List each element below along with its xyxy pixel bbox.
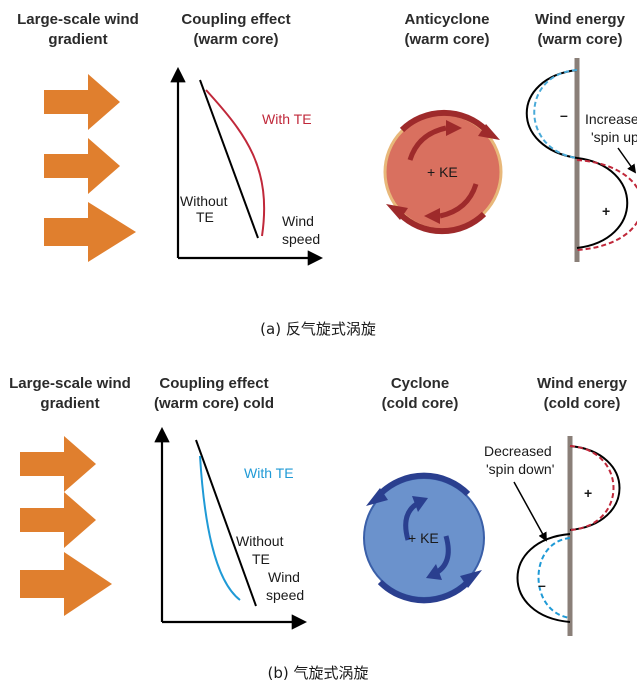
- a-wind-gradient-arrows: [44, 74, 136, 262]
- a-inner-rot-1: [407, 125, 447, 161]
- b-wind-gradient-arrows: [20, 436, 112, 616]
- a-note-2: 'spin up': [591, 129, 637, 145]
- a-outer-rot-bottom-head: [386, 204, 408, 220]
- a-without-te-label-1: Without: [180, 193, 228, 209]
- a-col3-title-1: Anticyclone: [404, 11, 489, 28]
- a-without-te-line: [199, 79, 259, 239]
- b-col1-title-1: Large-scale wind: [9, 375, 131, 392]
- b-without-te-label-1: Without: [236, 533, 284, 549]
- b-without-te-line: [195, 439, 257, 607]
- b-cyclone: + KE: [363, 472, 485, 604]
- a-anticyclone: + KE: [383, 109, 503, 235]
- a-minus-sign: –: [560, 107, 568, 123]
- b-energy-top-dashed: [569, 445, 615, 531]
- b-col1-title-2: gradient: [40, 395, 99, 412]
- b-caption: (b) 气旋式涡旋: [268, 664, 369, 682]
- b-energy-bottom-solid: [516, 533, 571, 623]
- b-ke-label: + KE: [408, 530, 439, 546]
- b-wind-arrow-1: [20, 436, 96, 492]
- a-outer-rot-top-head: [478, 124, 500, 140]
- a-outer-rot-bottom: [397, 211, 487, 235]
- a-caption: (a) 反气旋式涡旋: [260, 320, 376, 338]
- a-inner-rot-2-head: [424, 208, 440, 224]
- b-outer-rot-bottom: [377, 579, 471, 604]
- panel-a: Large-scale wind gradient Coupling effec…: [17, 11, 637, 338]
- a-energy-top-dashed: [533, 69, 578, 159]
- a-note-1: Increased: [585, 111, 637, 127]
- b-wind-energy: + – Decreased 'spin down': [484, 436, 621, 636]
- b-col2-title-2: (warm core) cold: [154, 395, 274, 412]
- b-wind-arrow-2: [20, 492, 96, 548]
- b-plus-sign: +: [584, 485, 592, 501]
- b-outer-rot-top: [377, 472, 471, 497]
- b-with-te-curve: [199, 455, 241, 601]
- a-without-te-label-2: TE: [196, 209, 214, 225]
- a-wind-speed-label-2: speed: [282, 231, 320, 247]
- a-note-arrow: [617, 147, 637, 174]
- b-note-1: Decreased: [484, 443, 552, 459]
- a-wind-speed-label-1: Wind: [282, 213, 314, 229]
- a-col1-title-2: gradient: [48, 31, 107, 48]
- b-col4-title-1: Wind energy: [537, 375, 628, 392]
- a-wind-energy: – + Increased 'spin up': [525, 58, 637, 262]
- a-with-te-label: With TE: [262, 111, 312, 127]
- b-note-arrow: [513, 481, 547, 542]
- a-col2-title-1: Coupling effect: [181, 11, 290, 28]
- b-col2-title-1: Coupling effect: [159, 375, 268, 392]
- a-inner-rot-2: [439, 183, 479, 219]
- b-wind-speed-label-1: Wind: [268, 569, 300, 585]
- a-col3-title-2: (warm core): [404, 31, 489, 48]
- a-inner-rot-1-head: [446, 120, 462, 136]
- a-wind-arrow-1: [44, 74, 120, 130]
- a-plus-sign: +: [602, 203, 610, 219]
- b-note-2: 'spin down': [486, 461, 554, 477]
- a-wind-arrow-2: [44, 138, 120, 194]
- a-energy-top-solid: [525, 69, 578, 159]
- b-energy-bottom-dashed: [537, 537, 571, 619]
- b-coupling-graph: With TE Without TE Wind speed: [154, 426, 308, 630]
- b-inner-rot-1-head: [412, 496, 428, 512]
- b-minus-sign: –: [538, 577, 546, 593]
- a-energy-bottom-dashed: [576, 159, 637, 251]
- b-col3-title-1: Cyclone: [391, 375, 449, 392]
- a-col1-title-1: Large-scale wind: [17, 11, 139, 28]
- a-ke-label: + KE: [427, 164, 458, 180]
- a-col4-title-1: Wind energy: [535, 11, 626, 28]
- b-outer-rot-bottom-head: [460, 570, 482, 588]
- a-energy-bottom-solid: [576, 157, 629, 249]
- panel-b: Large-scale wind gradient Coupling effec…: [9, 375, 627, 682]
- a-outer-rot-top: [399, 109, 489, 133]
- b-wind-arrow-3: [20, 552, 112, 616]
- b-inner-rot-2-head: [426, 564, 442, 580]
- a-wind-arrow-3: [44, 202, 136, 262]
- b-energy-top-solid: [569, 445, 621, 531]
- a-coupling-graph: With TE Without TE Wind speed: [170, 66, 324, 266]
- b-with-te-label: With TE: [244, 465, 294, 481]
- b-wind-speed-label-2: speed: [266, 587, 304, 603]
- b-col4-title-2: (cold core): [544, 395, 621, 412]
- b-outer-rot-top-head: [366, 488, 388, 506]
- b-without-te-label-2: TE: [252, 551, 270, 567]
- a-with-te-curve: [205, 89, 266, 237]
- a-col4-title-2: (warm core): [537, 31, 622, 48]
- b-col3-title-2: (cold core): [382, 395, 459, 412]
- a-col2-title-2: (warm core): [193, 31, 278, 48]
